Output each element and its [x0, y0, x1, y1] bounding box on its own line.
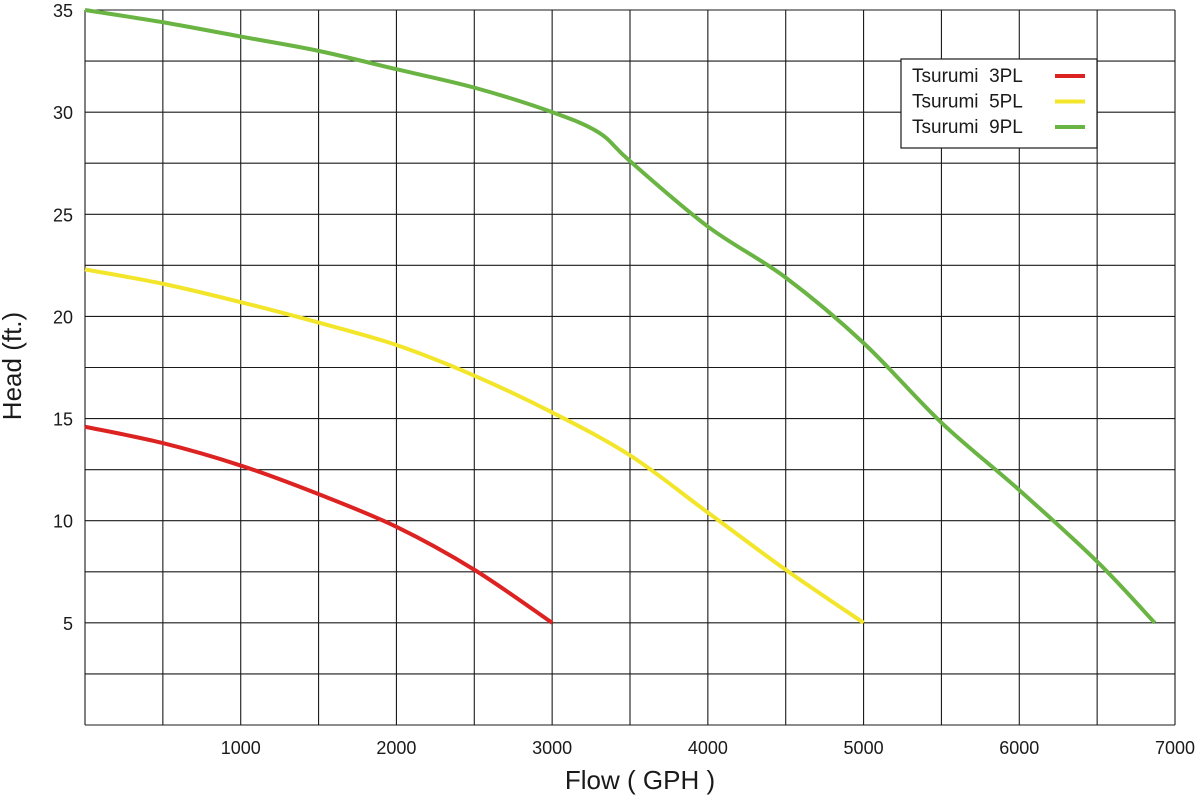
legend-label: Tsurumi 3PL	[912, 66, 1023, 87]
series-line-tsurumi-5pl	[84, 267, 865, 625]
y-tick-label: 35	[53, 1, 73, 21]
x-tick-label: 7000	[1155, 738, 1195, 758]
y-tick-label: 15	[53, 410, 73, 430]
x-tick-label: 3000	[532, 738, 572, 758]
x-tick-label: 1000	[221, 738, 261, 758]
legend-label: Tsurumi 9PL	[912, 117, 1023, 138]
legend-item-tsurumi-9pl: Tsurumi 9PL	[912, 117, 1085, 138]
legend-label: Tsurumi 5PL	[912, 92, 1023, 113]
y-tick-label: 30	[53, 103, 73, 123]
x-tick-label: 5000	[844, 738, 884, 758]
series-line-tsurumi-9pl	[84, 8, 1157, 625]
legend-item-tsurumi-5pl: Tsurumi 5PL	[912, 92, 1085, 113]
x-tick-label: 4000	[688, 738, 728, 758]
series-line-tsurumi-3pl	[84, 424, 554, 625]
legend-item-tsurumi-3pl: Tsurumi 3PL	[912, 66, 1085, 87]
y-tick-label: 20	[53, 307, 73, 327]
y-tick-label: 10	[53, 512, 73, 532]
x-tick-labels: 1000 2000 3000 4000 5000 6000 7000	[221, 738, 1195, 758]
curves	[84, 8, 1157, 625]
y-tick-label: 25	[53, 205, 73, 225]
x-tick-label: 2000	[376, 738, 416, 758]
legend: Tsurumi 3PL Tsurumi 5PL Tsurumi 9PL	[900, 58, 1098, 149]
x-axis-title: Flow ( GPH )	[565, 765, 715, 795]
y-axis-title: Head (ft.)	[0, 312, 27, 420]
y-tick-label: 5	[63, 614, 73, 634]
y-tick-labels: 5 10 15 20 25 30 35	[53, 1, 73, 634]
x-tick-label: 6000	[999, 738, 1039, 758]
